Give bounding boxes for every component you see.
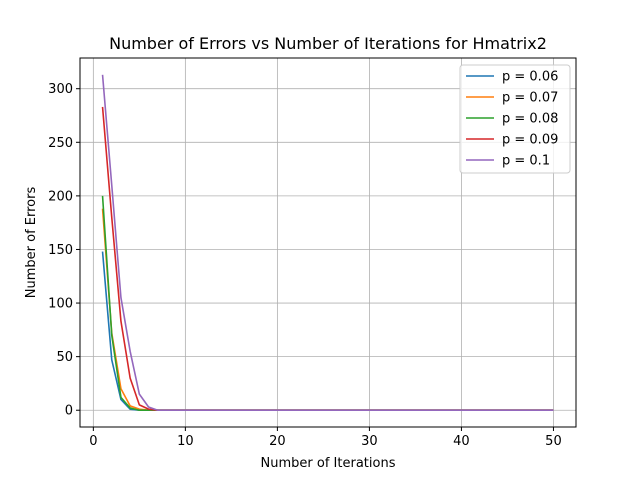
legend-label: p = 0.06 (502, 70, 558, 85)
x-tick-label: 40 (453, 434, 470, 449)
x-axis-ticks: 0 10 20 30 40 50 (89, 427, 562, 449)
y-tick-label: 200 (48, 189, 73, 204)
y-tick-label: 150 (48, 243, 73, 258)
x-tick-label: 50 (545, 434, 562, 449)
y-tick-label: 100 (48, 297, 73, 312)
plot-series (101, 74, 554, 412)
y-axis-ticks: 0 50 100 150 200 250 300 (48, 82, 80, 419)
x-tick-label: 20 (269, 434, 286, 449)
x-axis-label: Number of Iterations (261, 456, 396, 471)
legend: p = 0.06 p = 0.07 p = 0.08 p = 0.09 p = 0.1 (459, 64, 571, 174)
y-tick-label: 300 (48, 82, 73, 97)
x-tick-label: 10 (177, 434, 194, 449)
y-axis-label: Number of Errors (24, 187, 39, 299)
legend-label: p = 0.07 (502, 91, 558, 106)
x-tick-label: 30 (361, 434, 378, 449)
grid-lines (80, 58, 576, 427)
chart-title: Number of Errors vs Number of Iterations… (109, 34, 547, 53)
legend-label: p = 0.09 (502, 133, 558, 148)
y-tick-label: 250 (48, 136, 73, 151)
series-line-5 (101, 74, 554, 412)
x-tick-label: 0 (89, 434, 97, 449)
y-tick-label: 0 (65, 404, 73, 419)
plot-frame (79, 57, 577, 428)
legend-label: p = 0.1 (502, 154, 550, 169)
y-tick-label: 50 (56, 350, 73, 365)
legend-label: p = 0.08 (502, 112, 558, 127)
legend-box (459, 64, 571, 174)
